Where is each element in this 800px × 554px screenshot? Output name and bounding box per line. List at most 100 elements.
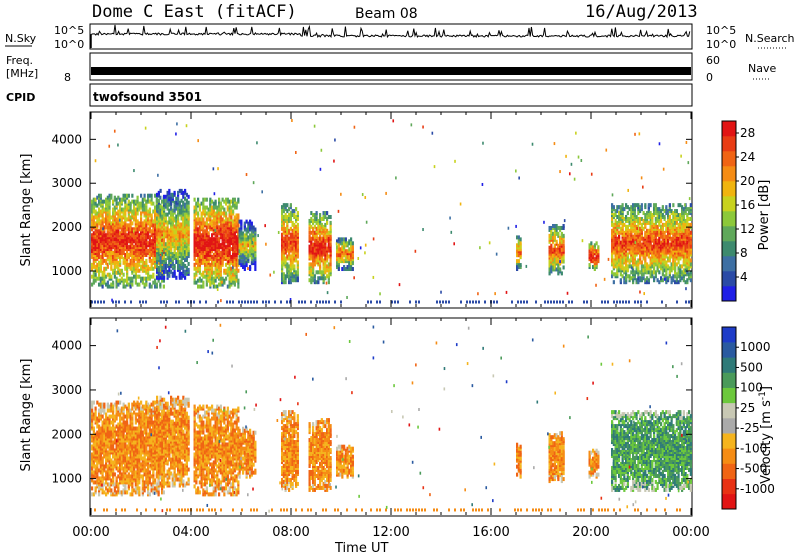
echo-cell bbox=[154, 193, 157, 198]
echo-cell bbox=[143, 219, 146, 224]
echo-cell bbox=[313, 262, 316, 267]
ground-scatter-cell bbox=[319, 300, 321, 304]
echo-cell bbox=[619, 264, 622, 269]
echo-cell bbox=[635, 230, 638, 235]
echo-cell bbox=[281, 214, 284, 219]
echo-cell bbox=[134, 252, 137, 257]
ground-scatter-cell bbox=[526, 300, 528, 304]
echo-cell bbox=[312, 226, 315, 231]
echo-cell bbox=[553, 223, 556, 228]
echo-cell bbox=[164, 258, 167, 263]
ground-scatter-cell bbox=[511, 300, 513, 304]
echo-cell bbox=[243, 241, 246, 246]
echo-cell bbox=[117, 252, 120, 257]
echo-cell bbox=[548, 245, 551, 250]
echo-cell bbox=[317, 280, 320, 285]
ground-scatter-cell bbox=[562, 300, 564, 304]
echo-cell bbox=[105, 266, 108, 271]
echo-cell bbox=[157, 204, 160, 209]
echo-cell bbox=[581, 239, 584, 243]
echo-cell bbox=[329, 220, 332, 225]
echo-cell bbox=[219, 243, 222, 248]
echo-cell bbox=[141, 276, 144, 281]
echo-cell bbox=[327, 248, 330, 253]
echo-cell bbox=[211, 233, 214, 238]
echo-cell bbox=[126, 245, 129, 250]
echo-cell bbox=[101, 247, 104, 252]
echo-cell bbox=[344, 237, 347, 242]
echo-cell bbox=[348, 247, 351, 252]
echo-cell bbox=[145, 211, 148, 216]
echo-cell bbox=[177, 216, 180, 221]
echo-cell bbox=[560, 271, 563, 276]
echo-cell bbox=[635, 270, 638, 275]
ground-scatter-cell bbox=[310, 300, 312, 304]
echo-cell bbox=[343, 265, 346, 270]
echo-cell bbox=[133, 250, 136, 255]
ground-scatter-cell bbox=[367, 300, 369, 304]
echo-cell bbox=[119, 205, 122, 210]
echo-cell bbox=[117, 143, 119, 147]
echo-cell bbox=[552, 231, 555, 236]
echo-cell bbox=[308, 218, 311, 223]
echo-cell bbox=[289, 278, 292, 283]
echo-cell bbox=[295, 240, 298, 245]
echo-cell bbox=[592, 265, 595, 270]
ground-scatter-cell bbox=[568, 300, 570, 304]
echo-cell bbox=[211, 258, 214, 263]
echo-cell bbox=[548, 225, 551, 230]
echo-cell bbox=[611, 228, 614, 233]
echo-cell bbox=[313, 230, 316, 235]
echo-cell bbox=[140, 243, 143, 248]
echo-cell bbox=[98, 193, 101, 198]
echo-cell bbox=[198, 245, 201, 250]
echo-cell bbox=[94, 272, 97, 277]
echo-cell bbox=[322, 266, 325, 271]
echo-cell bbox=[110, 215, 113, 220]
echo-cell bbox=[284, 280, 287, 285]
echo-cell bbox=[98, 250, 101, 255]
echo-cell bbox=[166, 226, 169, 231]
echo-cell bbox=[254, 263, 257, 268]
echo-cell bbox=[334, 138, 336, 142]
echo-cell bbox=[618, 205, 621, 210]
echo-cell bbox=[482, 141, 484, 145]
echo-cell bbox=[113, 237, 116, 242]
echo-cell bbox=[98, 266, 101, 271]
echo-cell bbox=[626, 256, 629, 261]
echo-cell bbox=[115, 260, 118, 265]
echo-cell bbox=[159, 204, 162, 209]
echo-cell bbox=[138, 205, 141, 210]
echo-cell bbox=[120, 276, 123, 281]
echo-cell bbox=[168, 208, 171, 213]
echo-cell bbox=[217, 167, 219, 171]
echo-cell bbox=[92, 256, 95, 261]
echo-cell bbox=[619, 220, 622, 225]
echo-cell bbox=[205, 211, 208, 216]
echo-cell bbox=[286, 209, 289, 214]
echo-cell bbox=[634, 132, 636, 136]
echo-cell bbox=[553, 263, 556, 268]
echo-cell bbox=[630, 218, 633, 223]
echo-cell bbox=[185, 238, 188, 243]
echo-cell bbox=[626, 252, 629, 257]
echo-cell bbox=[685, 287, 687, 291]
echo-cell bbox=[209, 197, 212, 202]
echo-cell bbox=[623, 222, 626, 227]
echo-cell bbox=[193, 225, 196, 230]
echo-cell bbox=[688, 197, 691, 201]
echo-cell bbox=[322, 211, 325, 216]
echo-cell bbox=[665, 205, 668, 210]
echo-cell bbox=[221, 280, 223, 284]
echo-cell bbox=[218, 229, 221, 234]
echo-cell bbox=[284, 260, 287, 265]
echo-cell bbox=[254, 253, 257, 258]
echo-cell bbox=[291, 260, 294, 265]
echo-cell bbox=[313, 213, 316, 218]
freq-unit: [MHz] bbox=[6, 67, 38, 80]
echo-cell bbox=[127, 193, 130, 198]
echo-cell bbox=[138, 221, 141, 226]
echo-cell bbox=[288, 236, 291, 241]
echo-cell bbox=[156, 275, 159, 280]
echo-cell bbox=[296, 276, 299, 281]
